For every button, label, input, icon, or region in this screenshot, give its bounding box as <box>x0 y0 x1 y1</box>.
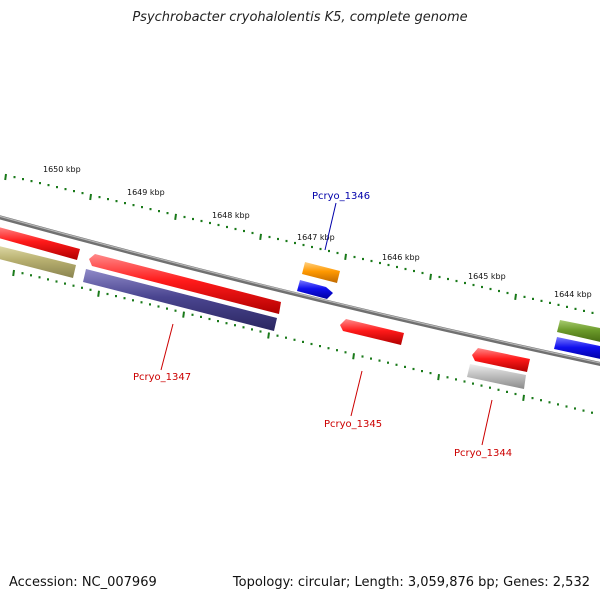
leader-pcryo-1345 <box>350 370 363 417</box>
gene-label-pcryo-1345[interactable]: Pcryo_1345 <box>324 419 382 430</box>
gene-navy-pcryo-1347[interactable] <box>83 269 277 331</box>
gene-red-left-edge[interactable] <box>0 226 80 260</box>
major-tick <box>259 233 262 241</box>
gene-label-pcryo-1344[interactable]: Pcryo_1344 <box>454 448 512 459</box>
gene-olive-left-edge[interactable] <box>0 245 76 278</box>
major-tick <box>12 269 15 277</box>
major-tick <box>352 353 355 360</box>
scale-label-1648: 1648 kbp <box>212 211 250 220</box>
gene-green-right-edge[interactable] <box>557 320 600 343</box>
gene-red-pcryo-1345[interactable] <box>340 319 404 345</box>
inner-scale-ticks <box>12 269 593 414</box>
gene-blue-pcryo-1346[interactable] <box>297 280 333 299</box>
scale-label-1649: 1649 kbp <box>127 188 165 197</box>
gene-blue-right-edge[interactable] <box>554 337 600 360</box>
major-tick <box>89 193 92 201</box>
leader-pcryo-1346 <box>324 202 337 251</box>
major-tick <box>97 290 100 297</box>
leader-pcryo-1344 <box>481 399 493 446</box>
major-tick <box>4 173 7 181</box>
gene-label-pcryo-1346[interactable]: Pcryo_1346 <box>312 191 370 202</box>
outer-scale-ticks <box>4 173 594 314</box>
gene-label-pcryo-1347[interactable]: Pcryo_1347 <box>133 372 191 383</box>
major-tick <box>514 293 517 301</box>
scale-label-1650: 1650 kbp <box>43 165 81 174</box>
scale-label-1644: 1644 kbp <box>554 290 592 299</box>
major-tick <box>174 213 177 221</box>
genome-backbone <box>0 215 600 366</box>
gene-orange-pcryo-1346[interactable] <box>302 262 340 283</box>
major-tick <box>344 253 347 261</box>
gene-red-pcryo-1347-forward[interactable] <box>89 254 281 314</box>
gene-gray-pcryo-1344[interactable] <box>467 364 526 389</box>
major-tick <box>182 311 185 318</box>
genome-backbone-highlight <box>0 215 600 364</box>
map-title: Psychrobacter cryohalolentis K5, complet… <box>132 10 468 25</box>
major-tick <box>437 373 440 381</box>
scale-label-1646: 1646 kbp <box>382 253 420 262</box>
scale-label-1645: 1645 kbp <box>468 272 506 281</box>
major-tick <box>429 273 432 281</box>
accession-label: Accession: NC_007969 <box>9 575 157 590</box>
gene-red-pcryo-1344[interactable] <box>472 348 530 372</box>
major-tick <box>267 332 270 339</box>
scale-label-1647: 1647 kbp <box>297 233 335 242</box>
genome-summary-label: Topology: circular; Length: 3,059,876 bp… <box>232 575 590 590</box>
leader-pcryo-1347 <box>160 323 174 371</box>
major-tick <box>522 394 525 402</box>
